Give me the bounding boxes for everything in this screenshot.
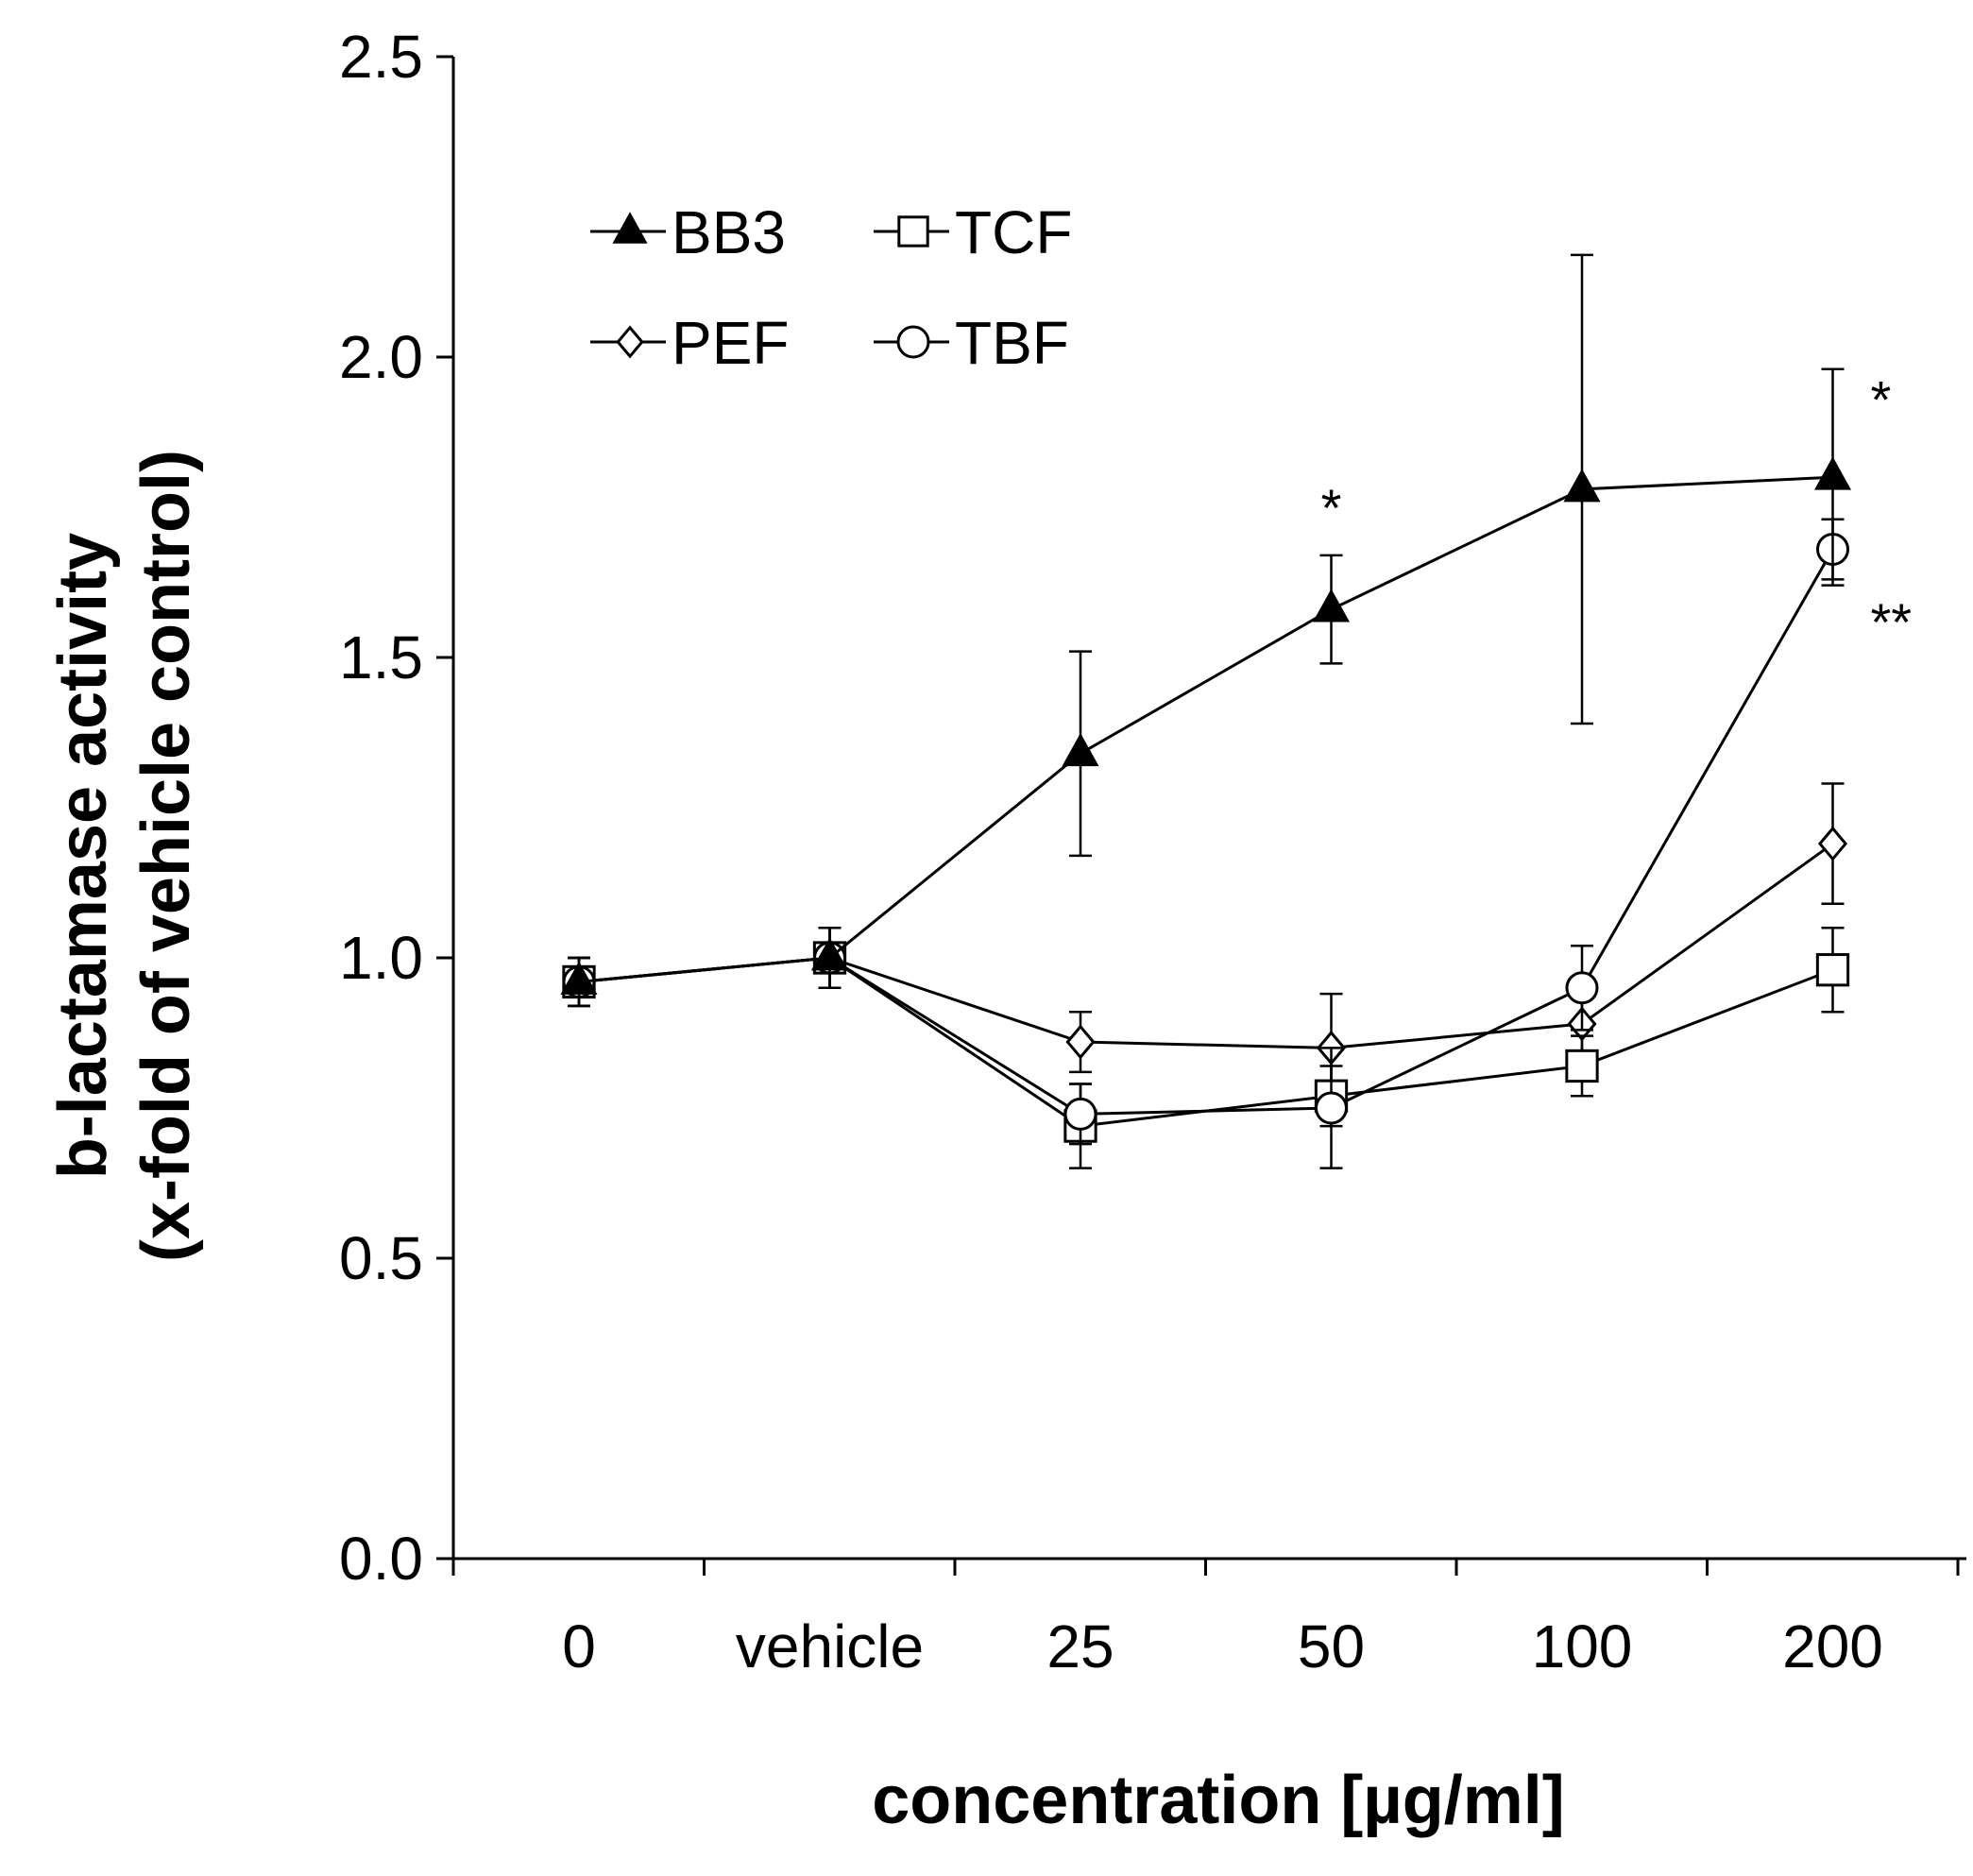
x-tick-label: vehicle [736,1612,924,1680]
legend-label: PEF [672,309,789,377]
significance-marker: * [1321,478,1342,537]
marker-triangle [560,961,598,995]
y-tick-label: 2.0 [339,323,423,391]
y-tick-label: 0.5 [339,1224,423,1292]
y-axis-title-line2: (x-fold of vehicle control) [128,450,204,1262]
series-line [578,842,1834,1049]
series-line [578,475,1833,983]
y-tick-label: 0.0 [339,1525,423,1593]
y-tick-label: 1.0 [339,924,423,992]
marker-square [897,215,929,247]
y-tick-label: 2.5 [339,23,423,91]
marker-diamond [1065,1024,1096,1060]
annotations: **** [1321,370,1912,652]
axes [436,57,1966,1560]
significance-marker: ** [1871,592,1913,652]
legend-item-bb3: BB3 [590,198,786,266]
legend-label: TCF [955,198,1072,266]
marker-triangle [1813,456,1852,490]
marker-triangle [810,937,849,971]
series-line [578,548,1834,1116]
x-tick-label: 0 [562,1612,596,1680]
series-layer [560,253,1852,1169]
series-tbf [562,518,1849,1169]
series-pef [564,782,1848,1103]
marker-triangle [612,212,648,244]
marker-triangle [1062,732,1099,767]
marker-circle [896,325,930,359]
marker-circle [1063,1097,1097,1131]
x-tick-label: 50 [1298,1612,1365,1680]
legend-label: BB3 [672,198,786,266]
x-ticks: 0 vehicle 25 50 100 200 [451,1559,1960,1680]
legend-item-tcf: TCF [874,198,1072,266]
x-axis-title: concentration [µg/ml] [872,1763,1565,1838]
y-ticks: 0.0 0.5 1.0 1.5 2.0 2.5 [339,23,453,1593]
series-line [578,956,1834,1128]
x-tick-label: 100 [1532,1612,1633,1680]
series-bb3 [560,253,1852,1008]
marker-circle [1315,1091,1348,1125]
marker-diamond [1817,826,1848,861]
x-tick-label: 25 [1046,1612,1114,1680]
legend-label: TBF [955,309,1069,377]
marker-square [1565,1049,1599,1083]
marker-square [1815,953,1850,987]
marker-triangle [1563,469,1601,503]
legend-item-pef: PEF [590,309,789,377]
y-axis-title-line1: b-lactamase activity [45,533,121,1179]
legend: BB3 TCF PEF TBF [590,198,1072,377]
y-tick-label: 1.5 [339,623,423,691]
marker-triangle [1312,588,1351,622]
legend-item-tbf: TBF [874,309,1069,377]
marker-diamond [616,325,644,359]
x-tick-label: 200 [1782,1612,1883,1680]
significance-marker: * [1871,370,1892,430]
marker-circle [1565,971,1599,1005]
